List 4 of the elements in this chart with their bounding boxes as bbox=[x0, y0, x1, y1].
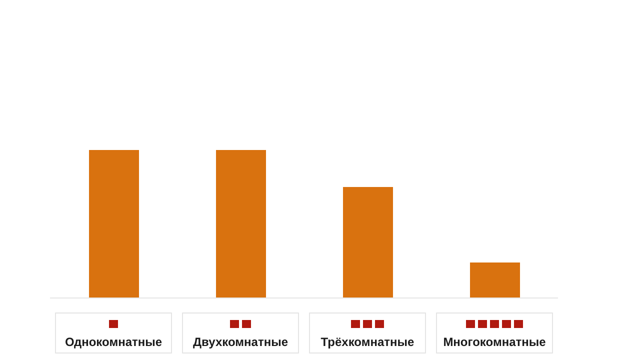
x-tick-label: Трёхкомнатные bbox=[320, 335, 415, 349]
x-tick-label: Однокомнатные bbox=[64, 335, 162, 349]
x-tick-label: Многокомнатные bbox=[443, 335, 546, 349]
x-tick-label: Двухкомнатные bbox=[193, 335, 288, 349]
